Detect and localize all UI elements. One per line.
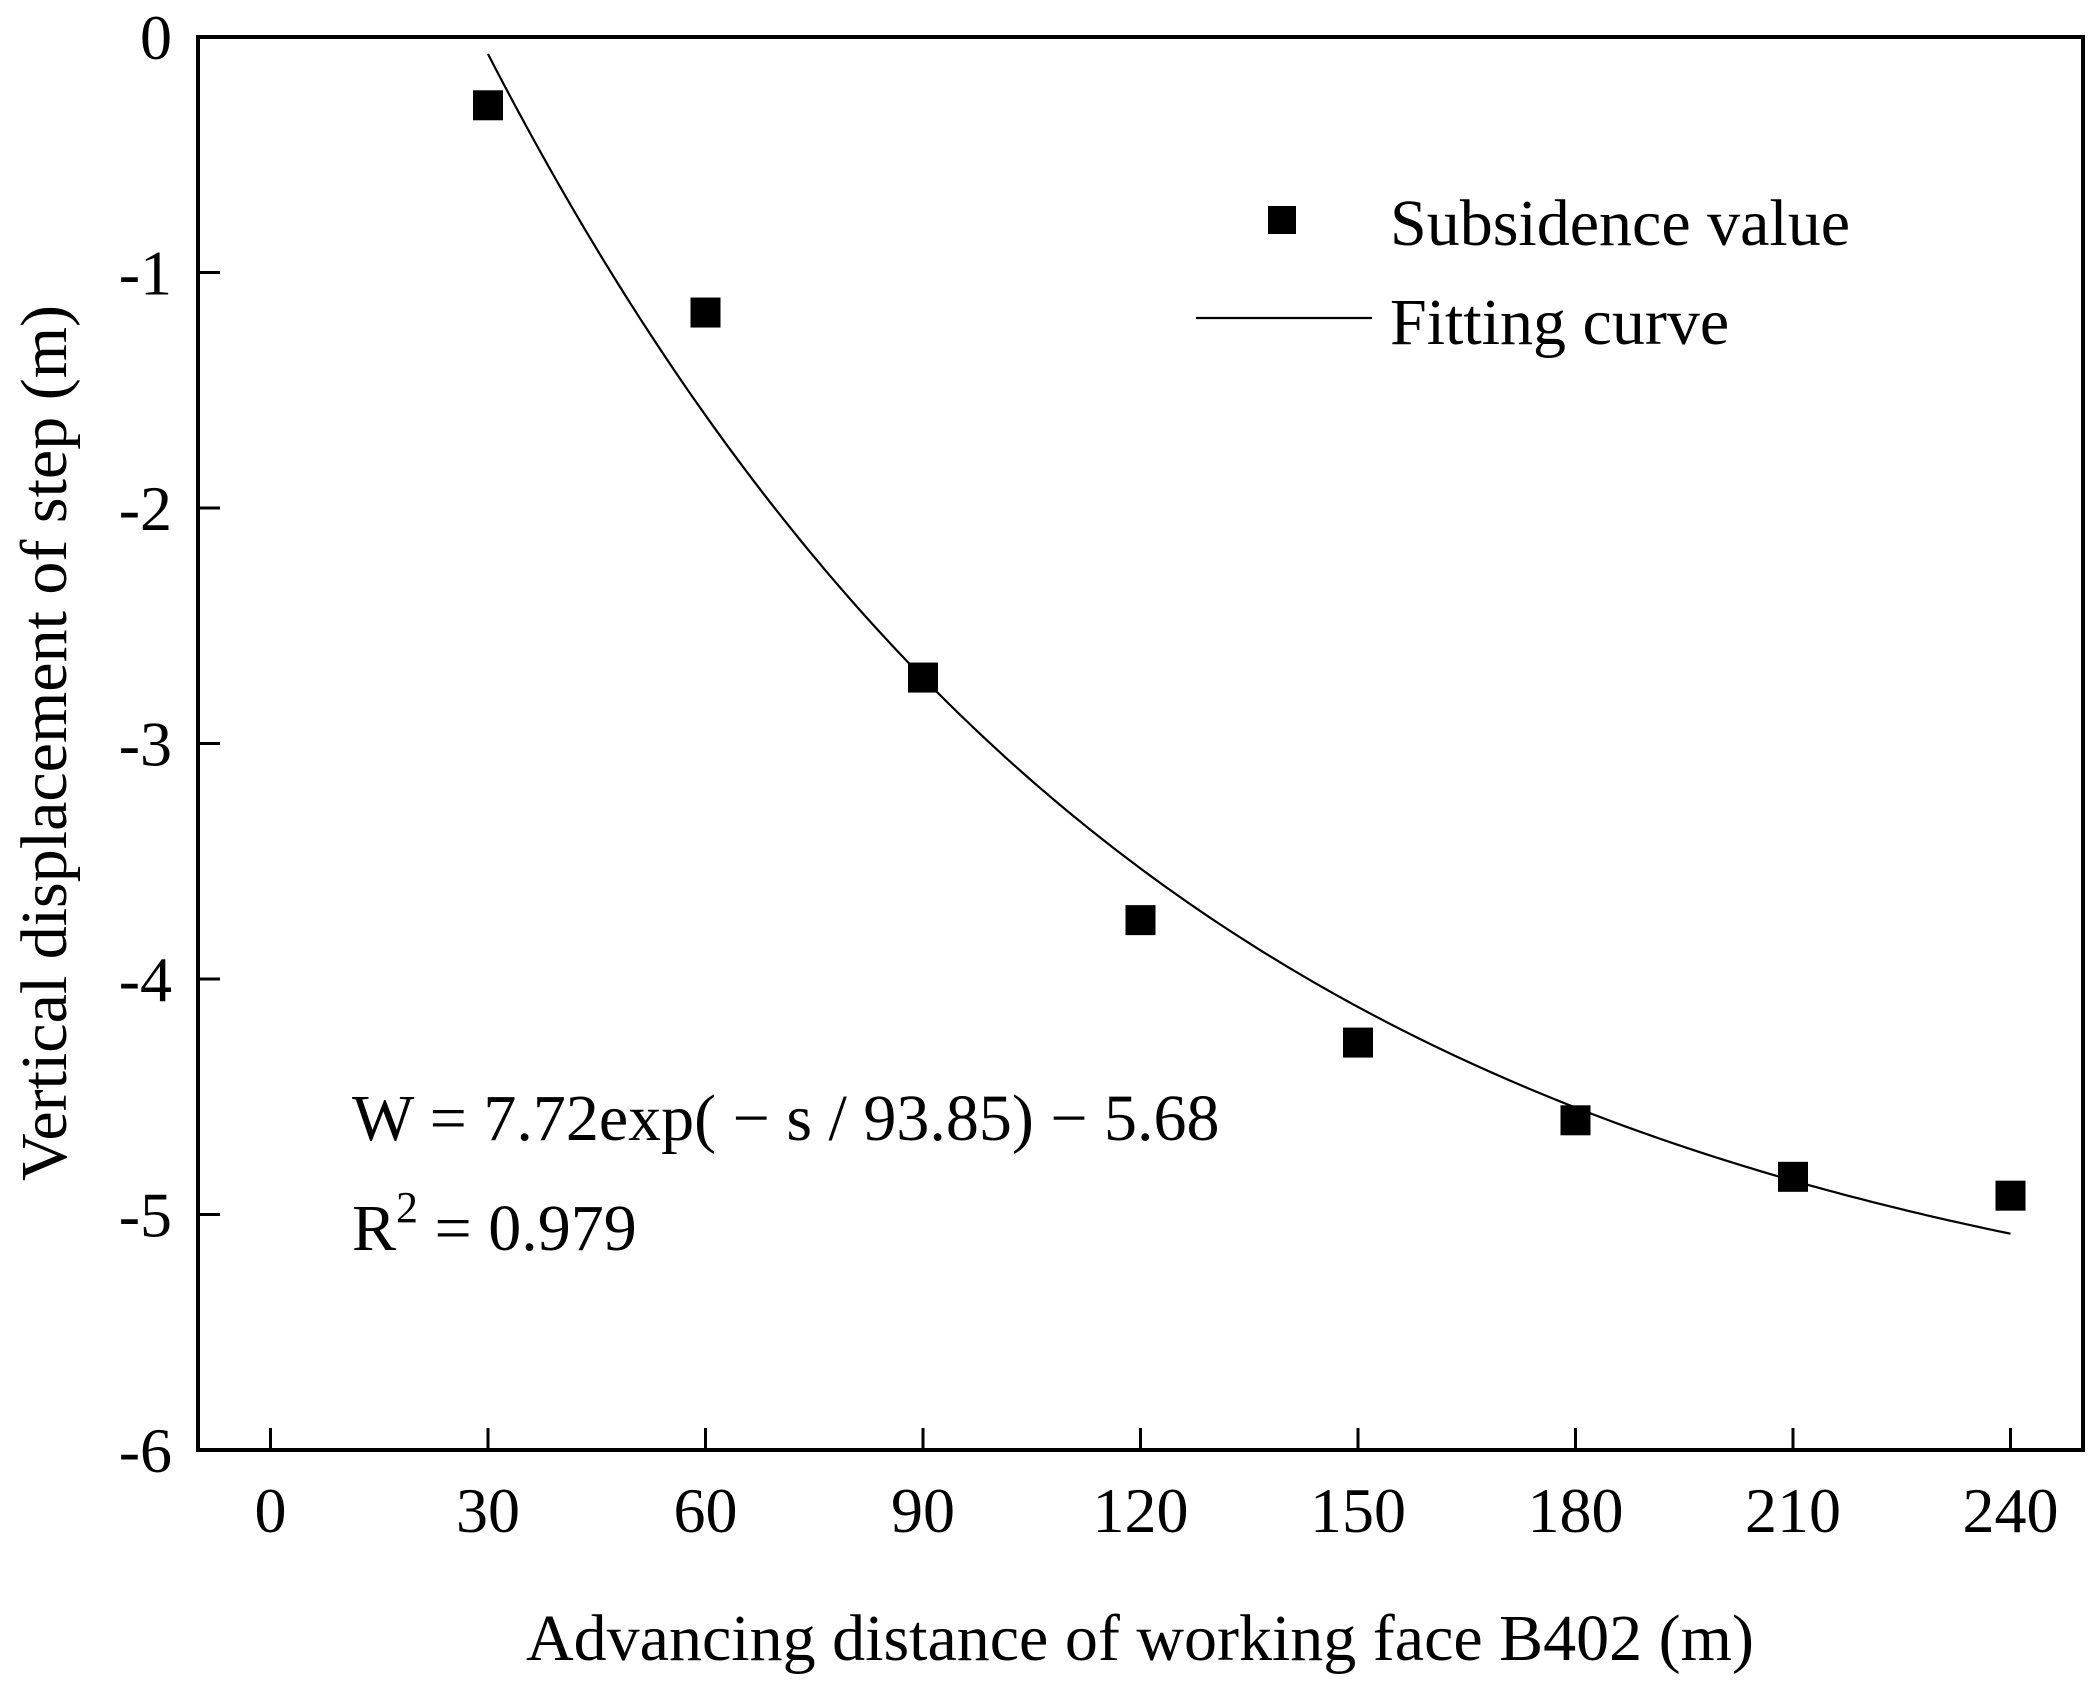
- r-squared-exponent: 2: [396, 1183, 418, 1232]
- x-axis-title: Advancing distance of working face B402 …: [526, 1602, 1754, 1675]
- x-tick-label-210: 210: [1745, 1475, 1841, 1546]
- x-tick-label-30: 30: [456, 1475, 520, 1546]
- x-tick-label-240: 240: [1963, 1475, 2059, 1546]
- legend-label-subsidence: Subsidence value: [1390, 187, 1850, 260]
- point-90: [908, 662, 938, 693]
- y-tick-label--1: -1: [119, 238, 172, 309]
- x-axis-ticks: [269, 1428, 2012, 1450]
- legend: Subsidence value Fitting curve: [1196, 187, 1850, 359]
- legend-marker-square: [1268, 206, 1296, 234]
- y-tick-label-0: 0: [140, 2, 172, 73]
- y-tick-label--2: -2: [119, 473, 172, 544]
- point-210: [1778, 1161, 1808, 1192]
- x-tick-label-60: 60: [674, 1475, 738, 1546]
- y-tick-label--3: -3: [119, 709, 172, 780]
- x-tick-label-0: 0: [255, 1475, 287, 1546]
- y-axis-title: Vertical displacement of step (m): [8, 305, 81, 1181]
- y-tick-label--5: -5: [119, 1180, 172, 1251]
- x-tick-label-90: 90: [891, 1475, 955, 1546]
- legend-label-fitting: Fitting curve: [1390, 286, 1729, 359]
- point-120: [1125, 905, 1156, 936]
- x-tick-label-120: 120: [1093, 1475, 1189, 1546]
- y-axis-tick-labels: 0 -1 -2 -3 -4 -5 -6: [119, 2, 172, 1486]
- fitting-curve-line: [487, 53, 2011, 1235]
- y-tick-label--6: -6: [119, 1415, 172, 1486]
- point-240: [1995, 1180, 2026, 1211]
- x-tick-label-150: 150: [1310, 1475, 1406, 1546]
- r-squared-symbol: R: [352, 1192, 396, 1265]
- subsidence-points: [473, 90, 2026, 1211]
- x-tick-label-180: 180: [1528, 1475, 1624, 1546]
- point-60: [690, 297, 721, 328]
- point-180: [1560, 1105, 1591, 1136]
- y-axis-ticks: [198, 35, 220, 1452]
- fit-equation: W = 7.72exp( − s / 93.85) − 5.68: [352, 1082, 1220, 1155]
- x-axis-tick-labels: 0 30 60 90 120 150 180 210 240: [255, 1475, 2059, 1546]
- r-squared: R2 = 0.979: [352, 1183, 637, 1265]
- point-150: [1343, 1027, 1373, 1058]
- point-30: [473, 90, 503, 121]
- r-squared-value: = 0.979: [418, 1192, 637, 1265]
- y-tick-label--4: -4: [119, 944, 172, 1015]
